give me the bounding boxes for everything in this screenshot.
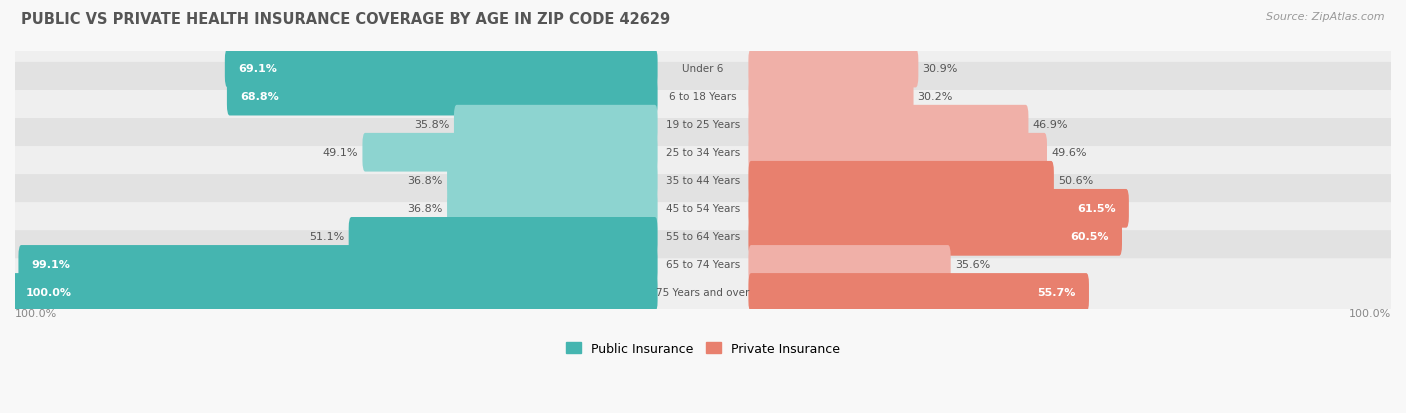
Text: 65 to 74 Years: 65 to 74 Years [666,260,740,270]
Text: 25 to 34 Years: 25 to 34 Years [666,148,740,158]
Text: 61.5%: 61.5% [1077,204,1116,214]
Text: 46.9%: 46.9% [1032,120,1069,130]
Text: 35.8%: 35.8% [415,120,450,130]
Text: 36.8%: 36.8% [408,176,443,186]
FancyBboxPatch shape [10,119,1396,187]
Text: 68.8%: 68.8% [240,92,278,102]
Text: 60.5%: 60.5% [1070,232,1109,242]
Text: 50.6%: 50.6% [1057,176,1094,186]
Text: 45 to 54 Years: 45 to 54 Years [666,204,740,214]
FancyBboxPatch shape [10,147,1396,215]
Text: 55 to 64 Years: 55 to 64 Years [666,232,740,242]
FancyBboxPatch shape [748,190,1129,228]
FancyBboxPatch shape [363,133,658,172]
FancyBboxPatch shape [10,35,1396,103]
FancyBboxPatch shape [10,259,1396,327]
Text: 49.1%: 49.1% [323,148,359,158]
Legend: Public Insurance, Private Insurance: Public Insurance, Private Insurance [561,337,845,360]
FancyBboxPatch shape [748,106,1028,144]
FancyBboxPatch shape [349,218,658,256]
FancyBboxPatch shape [447,190,658,228]
Text: 36.8%: 36.8% [408,204,443,214]
Text: 51.1%: 51.1% [309,232,344,242]
FancyBboxPatch shape [10,91,1396,159]
Text: 35.6%: 35.6% [955,260,990,270]
Text: 19 to 25 Years: 19 to 25 Years [666,120,740,130]
Text: PUBLIC VS PRIVATE HEALTH INSURANCE COVERAGE BY AGE IN ZIP CODE 42629: PUBLIC VS PRIVATE HEALTH INSURANCE COVER… [21,12,671,27]
FancyBboxPatch shape [748,78,914,116]
Text: 30.9%: 30.9% [922,64,957,74]
FancyBboxPatch shape [18,245,658,284]
FancyBboxPatch shape [10,203,1396,271]
Text: 30.2%: 30.2% [918,92,953,102]
FancyBboxPatch shape [10,230,1396,299]
FancyBboxPatch shape [225,50,658,88]
FancyBboxPatch shape [454,106,658,144]
FancyBboxPatch shape [748,133,1047,172]
FancyBboxPatch shape [447,161,658,200]
Text: 75 Years and over: 75 Years and over [657,288,749,298]
Text: 49.6%: 49.6% [1052,148,1087,158]
FancyBboxPatch shape [748,245,950,284]
FancyBboxPatch shape [748,161,1054,200]
FancyBboxPatch shape [10,175,1396,243]
Text: Under 6: Under 6 [682,64,724,74]
FancyBboxPatch shape [13,273,658,312]
Text: 35 to 44 Years: 35 to 44 Years [666,176,740,186]
Text: 100.0%: 100.0% [25,288,72,298]
Text: 6 to 18 Years: 6 to 18 Years [669,92,737,102]
Text: 69.1%: 69.1% [238,64,277,74]
FancyBboxPatch shape [748,50,918,88]
FancyBboxPatch shape [10,63,1396,131]
FancyBboxPatch shape [748,218,1122,256]
Text: 99.1%: 99.1% [31,260,70,270]
Text: 55.7%: 55.7% [1038,288,1076,298]
Text: Source: ZipAtlas.com: Source: ZipAtlas.com [1267,12,1385,22]
FancyBboxPatch shape [226,78,658,116]
Text: 100.0%: 100.0% [15,309,58,319]
FancyBboxPatch shape [748,273,1090,312]
Text: 100.0%: 100.0% [1348,309,1391,319]
